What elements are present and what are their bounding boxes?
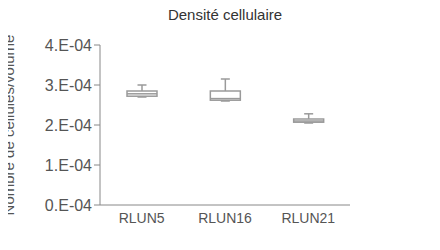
svg-text:3.E-04: 3.E-04 <box>45 77 92 94</box>
svg-text:RLUN21: RLUN21 <box>281 210 335 226</box>
html-text:Densité cellulaire: Densité cellulaire <box>167 6 283 23</box>
svg-text:0.E-04: 0.E-04 <box>45 197 92 214</box>
svg-text:2.E-04: 2.E-04 <box>45 117 92 134</box>
svg-text:4.E-04: 4.E-04 <box>45 37 92 54</box>
svg-text:RLUN16: RLUN16 <box>198 210 252 226</box>
svg-text:RLUN5: RLUN5 <box>119 210 165 226</box>
svg-text:1.E-04: 1.E-04 <box>45 157 92 174</box>
svg-text:Nombre de cellules/volume: Nombre de cellules/volume <box>8 35 17 216</box>
